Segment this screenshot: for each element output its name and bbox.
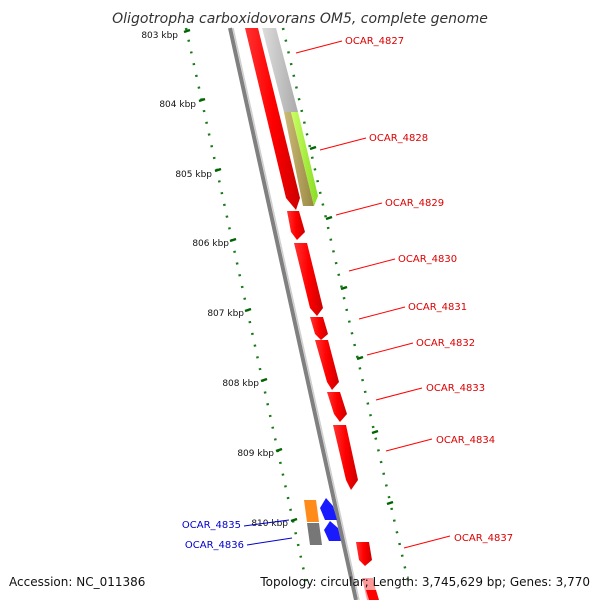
callout-line <box>246 537 293 546</box>
gene-label: OCAR_4830 <box>398 254 457 265</box>
tick-mark <box>229 237 237 243</box>
gene-label: OCAR_4828 <box>369 133 428 144</box>
tick-mark <box>244 307 252 313</box>
tick-label: 804 kbp <box>159 100 196 110</box>
tick-mark <box>340 285 348 291</box>
gene-ocar-4835 <box>320 498 337 520</box>
gene-label: OCAR_4827 <box>345 36 404 47</box>
gene-ocar-4828-lime <box>291 112 318 206</box>
callout-line <box>403 535 451 549</box>
right-tick-track <box>281 27 412 591</box>
tick-label: 805 kbp <box>175 170 212 180</box>
callout-lines <box>243 40 451 549</box>
gene-label: OCAR_4833 <box>426 383 485 394</box>
callout-line <box>366 342 414 356</box>
gene-ocar-4831 <box>310 317 328 340</box>
gene-label: OCAR_4831 <box>408 302 467 313</box>
gene-ocar-4827-gray <box>262 28 298 112</box>
tick-label: 808 kbp <box>222 379 259 389</box>
callout-line <box>348 258 396 272</box>
left-ticks <box>183 28 298 523</box>
genome-summary-text: Topology: circular; Length: 3,745,629 bp… <box>259 575 590 589</box>
tick-mark <box>309 145 317 151</box>
callout-line <box>358 306 406 320</box>
reverse-genes <box>304 498 341 545</box>
gene-label: OCAR_4832 <box>416 338 475 349</box>
gene-ocar-4834 <box>333 425 358 490</box>
gene-ocar-4836 <box>324 521 341 541</box>
gene-label: OCAR_4829 <box>385 198 444 209</box>
callout-line <box>385 438 433 452</box>
tick-mark <box>386 500 394 506</box>
tick-mark <box>275 447 283 453</box>
tick-mark <box>371 429 379 435</box>
gene-label: OCAR_4834 <box>436 435 495 446</box>
gene-ocar-4837 <box>356 542 372 566</box>
tick-label: 806 kbp <box>192 239 229 249</box>
tick-mark <box>325 215 333 221</box>
tick-labels: 803 kbp 804 kbp 805 kbp 806 kbp 807 kbp … <box>141 31 288 529</box>
genome-backbone-highlight <box>232 27 360 600</box>
tick-mark <box>290 517 298 523</box>
tick-mark <box>214 167 222 173</box>
genome-backbone <box>228 27 358 600</box>
gene-orange <box>304 500 319 522</box>
callout-line <box>319 137 367 151</box>
gene-ocar-4833 <box>327 392 347 422</box>
gene-gray-small <box>307 523 322 545</box>
gene-label: OCAR_4837 <box>454 533 513 544</box>
callout-line <box>243 519 290 527</box>
tick-label: 807 kbp <box>207 309 244 319</box>
map-title: Oligotropha carboxidovorans OM5, complet… <box>112 11 488 27</box>
tick-label: 809 kbp <box>237 449 274 459</box>
callout-line <box>375 387 423 401</box>
gene-ocar-4828-khaki <box>284 112 314 206</box>
gene-labels: OCAR_4827 OCAR_4828 OCAR_4829 OCAR_4830 … <box>182 36 513 551</box>
gene-ocar-4832 <box>315 340 339 390</box>
accession-text: Accession: NC_011386 <box>9 575 145 589</box>
gene-label: OCAR_4835 <box>182 520 241 531</box>
tick-mark <box>356 355 364 361</box>
gene-label: OCAR_4836 <box>185 540 244 551</box>
forward-genes <box>245 28 379 600</box>
callout-line <box>295 40 343 54</box>
tick-label: 810 kbp <box>251 519 288 529</box>
gene-ocar-4830 <box>294 243 323 316</box>
gene-partial-bottom-red <box>366 590 379 600</box>
tick-mark <box>260 377 268 383</box>
gene-ocar-4827 <box>245 28 300 210</box>
tick-mark <box>198 97 206 103</box>
tick-mark <box>183 28 191 34</box>
right-ticks <box>309 145 394 506</box>
tick-label: 803 kbp <box>141 31 178 41</box>
gene-ocar-4829 <box>287 211 305 240</box>
callout-line <box>335 202 383 216</box>
